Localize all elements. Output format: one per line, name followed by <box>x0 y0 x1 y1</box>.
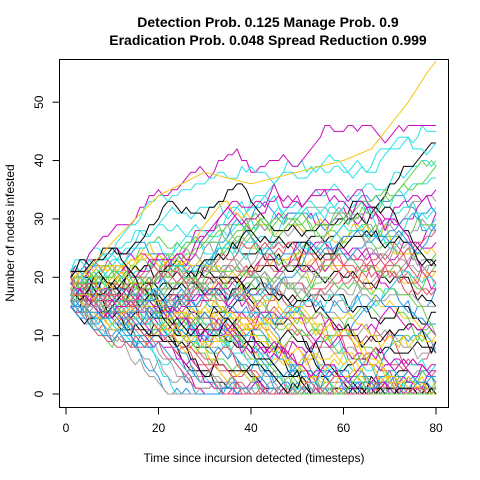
series-line <box>70 282 436 383</box>
series-line <box>70 276 437 395</box>
series-line <box>70 270 436 348</box>
chart-title-line1: Detection Prob. 0.125 Manage Prob. 0.9 <box>137 14 399 30</box>
x-axis-label: Time since incursion detected (timesteps… <box>144 451 365 465</box>
series-line <box>70 270 437 348</box>
x-tick-label: 0 <box>63 421 70 435</box>
chart-title-line2: Eradication Prob. 0.048 Spread Reduction… <box>109 32 427 48</box>
series-line <box>70 224 437 319</box>
y-tick-label: 40 <box>32 154 46 168</box>
series-line <box>70 230 437 302</box>
y-axis-label: Number of nodes infested <box>3 164 17 301</box>
series-line <box>70 206 437 307</box>
series-layer <box>70 60 437 395</box>
series-line <box>70 241 436 307</box>
series-line <box>70 253 437 395</box>
y-tick-label: 10 <box>32 329 46 343</box>
series-line <box>70 294 436 395</box>
series-line <box>70 230 437 296</box>
y-tick-label: 30 <box>32 212 46 226</box>
series-line <box>70 230 437 290</box>
series-line <box>70 195 437 278</box>
series-line <box>70 294 436 342</box>
series-line <box>70 288 436 395</box>
series-line <box>70 136 437 290</box>
x-tick-label: 40 <box>244 421 258 435</box>
y-tick-label: 50 <box>32 95 46 109</box>
y-tick-label: 20 <box>32 270 46 284</box>
x-tick-label: 60 <box>337 421 351 435</box>
series-line <box>70 206 437 307</box>
series-line <box>70 125 436 284</box>
highlight-series-line <box>70 60 437 290</box>
series-line <box>70 265 437 336</box>
series-line <box>70 183 437 272</box>
series-line <box>70 270 436 313</box>
series-line <box>70 189 436 302</box>
x-tick-label: 80 <box>429 421 443 435</box>
x-tick-label: 20 <box>152 421 166 435</box>
y-tick-label: 0 <box>32 390 46 397</box>
series-line <box>70 206 436 307</box>
y-axis: 0 10 20 30 40 50 <box>32 95 60 397</box>
series-line <box>70 160 437 307</box>
x-axis: 0 20 40 60 80 <box>63 407 443 435</box>
